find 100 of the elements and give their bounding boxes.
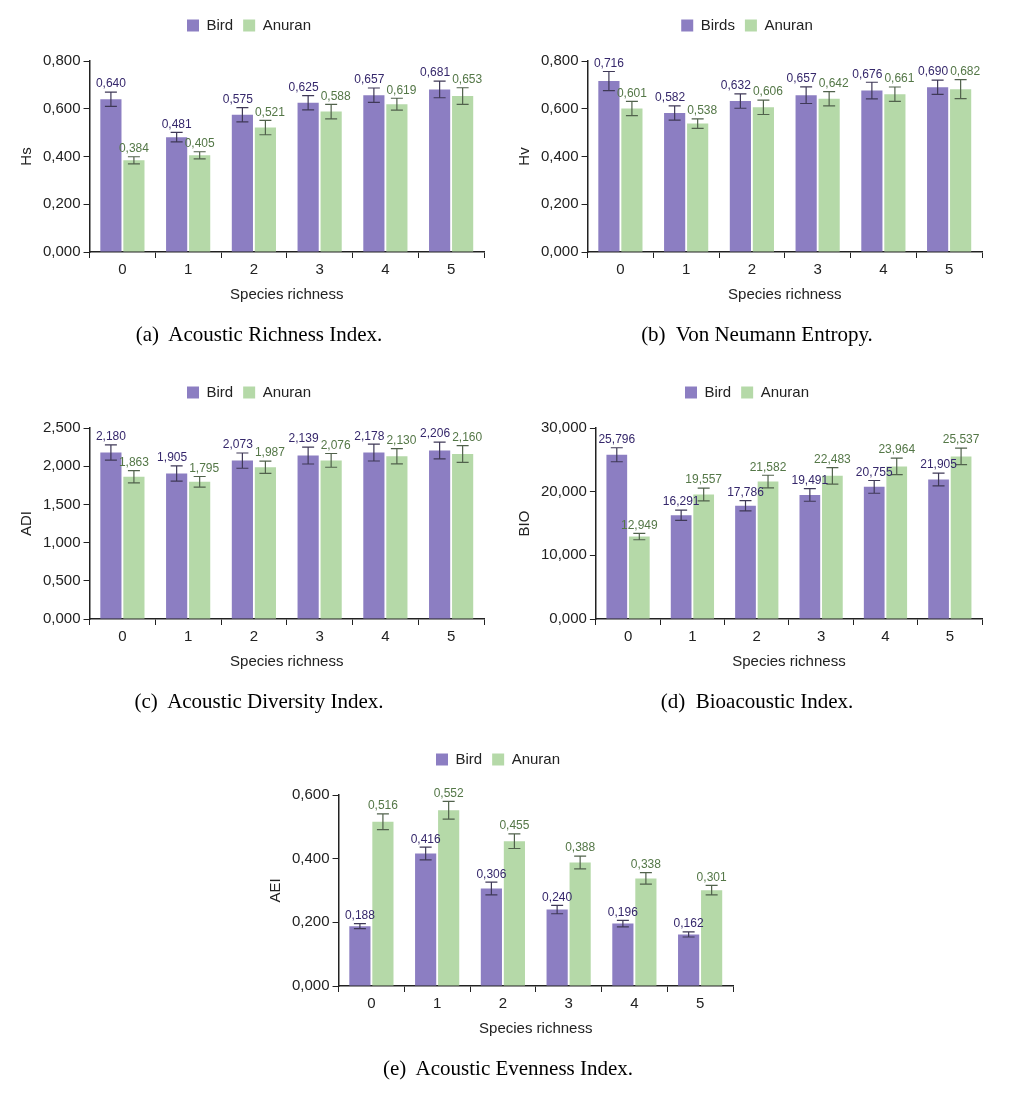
y-tick-label: 0,600 xyxy=(540,98,579,116)
data-label: 0,455 xyxy=(499,818,530,833)
data-label: 0,676 xyxy=(852,66,883,81)
x-tick-label: 1 xyxy=(688,627,697,645)
data-label: 25,796 xyxy=(598,432,636,447)
data-label: 17,786 xyxy=(727,484,765,499)
data-label: 21,582 xyxy=(749,459,787,474)
y-axis-title: ADI xyxy=(17,510,35,537)
data-label: 0,301 xyxy=(696,869,727,884)
x-tick-label: 1 xyxy=(183,627,193,645)
x-tick-label: 3 xyxy=(315,260,324,278)
data-label: 0,640 xyxy=(95,76,127,91)
data-label: 0,338 xyxy=(630,856,662,871)
data-label: 0,582 xyxy=(655,90,686,105)
data-label: 21,905 xyxy=(920,457,958,472)
x-tick-label: 5 xyxy=(446,260,456,278)
bar xyxy=(670,515,692,619)
data-label: 0,196 xyxy=(607,904,639,919)
data-label: 0,682 xyxy=(950,63,981,78)
bar xyxy=(254,127,276,252)
bar xyxy=(612,923,634,986)
bar xyxy=(701,890,723,986)
data-label: 1,795 xyxy=(189,460,220,475)
x-tick-label: 4 xyxy=(879,260,888,278)
bar xyxy=(928,479,949,619)
bar xyxy=(415,853,437,986)
bar xyxy=(386,456,408,619)
y-axis-title: Hs xyxy=(17,147,35,166)
bar xyxy=(320,460,342,619)
data-label: 0,521 xyxy=(254,104,286,119)
bar xyxy=(927,87,949,252)
bar xyxy=(363,452,385,619)
x-tick-label: 1 xyxy=(681,260,691,278)
x-tick-label: 4 xyxy=(881,627,890,645)
bar xyxy=(231,114,253,252)
bar xyxy=(729,101,751,252)
legend-label: Anuran xyxy=(764,15,813,33)
y-axis-title: BIO xyxy=(515,510,533,537)
y-tick-label: 30,000 xyxy=(540,418,587,436)
y-tick-label: 0,000 xyxy=(540,242,579,260)
bar xyxy=(735,505,756,619)
y-tick-label: 20,000 xyxy=(540,481,587,499)
x-tick-label: 0 xyxy=(118,627,127,645)
bar xyxy=(452,453,474,619)
legend-label: Bird xyxy=(455,749,483,767)
y-tick-label: 0,000 xyxy=(549,609,587,627)
y-tick-label: 0,800 xyxy=(42,51,81,69)
data-label: 0,642 xyxy=(818,75,849,90)
x-tick-label: 4 xyxy=(630,994,639,1012)
x-tick-label: 5 xyxy=(945,627,954,645)
bar xyxy=(950,89,972,252)
x-tick-label: 5 xyxy=(695,994,705,1012)
y-tick-label: 0,500 xyxy=(42,570,81,588)
y-tick-label: 0,600 xyxy=(42,98,81,116)
y-tick-label: 0,400 xyxy=(291,848,330,866)
data-label: 19,557 xyxy=(685,472,723,487)
x-tick-label: 0 xyxy=(367,994,376,1012)
data-label: 0,162 xyxy=(673,916,704,931)
bar xyxy=(678,934,700,986)
y-tick-label: 0,400 xyxy=(540,146,579,164)
data-label: 0,681 xyxy=(420,65,451,80)
legend-label: Bird xyxy=(704,382,732,400)
y-tick-label: 0,800 xyxy=(540,51,579,69)
data-label: 0,690 xyxy=(918,64,949,79)
x-axis-title: Species richness xyxy=(732,652,846,670)
y-tick-label: 0,200 xyxy=(540,194,579,212)
data-label: 16,291 xyxy=(662,494,700,509)
text: (a) Acoustic Richness Index. xyxy=(134,322,384,347)
x-tick-label: 0 xyxy=(118,260,127,278)
x-tick-label: 0 xyxy=(616,260,625,278)
data-label: 25,537 xyxy=(942,432,980,447)
data-label: 0,240 xyxy=(542,889,573,904)
x-tick-label: 5 xyxy=(446,627,456,645)
y-tick-label: 0,600 xyxy=(291,785,330,803)
data-label: 2,139 xyxy=(288,431,319,446)
data-label: 19,491 xyxy=(791,472,829,487)
data-label: 0,388 xyxy=(565,840,596,855)
y-tick-label: 2,500 xyxy=(42,418,81,436)
y-tick-label: 1,000 xyxy=(42,532,81,550)
data-label: 0,657 xyxy=(786,71,817,86)
data-label: 0,588 xyxy=(320,88,351,103)
x-tick-label: 0 xyxy=(623,627,633,645)
data-label: 2,160 xyxy=(452,429,483,444)
y-tick-label: 2,000 xyxy=(42,456,81,474)
x-tick-label: 3 xyxy=(813,260,822,278)
x-axis-title: Species richness xyxy=(230,285,344,303)
text: (e) Acoustic Evenness Index. xyxy=(381,1056,635,1081)
data-label: 0,619 xyxy=(386,82,417,97)
bar xyxy=(386,104,408,252)
bar xyxy=(687,123,709,252)
bar xyxy=(664,113,686,252)
bar xyxy=(100,452,122,619)
data-label: 2,206 xyxy=(420,426,451,441)
x-tick-label: 2 xyxy=(752,627,761,645)
bar xyxy=(799,494,821,619)
bar xyxy=(349,926,371,986)
data-label: 0,416 xyxy=(410,831,441,846)
bar xyxy=(429,450,451,619)
bar xyxy=(189,481,211,619)
bar xyxy=(863,486,885,619)
